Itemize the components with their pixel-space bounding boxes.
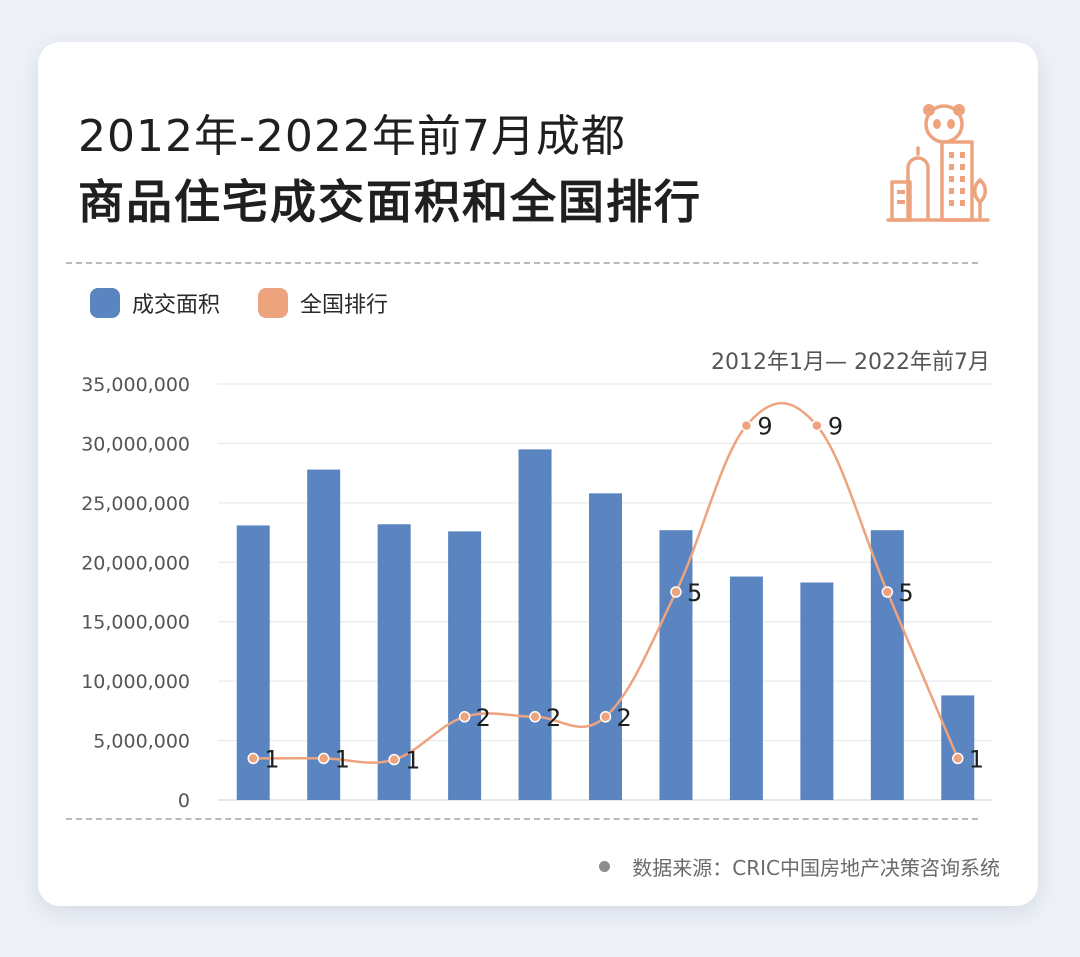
- rank-data-label: 5: [687, 579, 702, 607]
- rank-data-label: 9: [757, 413, 772, 441]
- bar: [659, 530, 693, 800]
- rank-point: [388, 753, 400, 766]
- rank-data-label: 1: [335, 745, 350, 773]
- legend: 成交面积 全国排行: [90, 287, 388, 319]
- panda-building-logo-icon: [886, 104, 990, 222]
- bar: [448, 531, 482, 800]
- date-range-label: 2012年1月— 2022年前7月: [711, 350, 990, 375]
- source-dot-icon: [599, 861, 611, 872]
- rank-data-label: 2: [476, 704, 491, 732]
- y-tick-label: 10,000,000: [81, 671, 190, 693]
- source-text: 数据来源：CRIC中国房地产决策咨询系统: [632, 856, 1000, 880]
- chart-card: 2012年-2022年前7月成都 商品住宅成交面积和全国排行: [38, 42, 1038, 906]
- bar: [518, 449, 552, 800]
- rank-point: [247, 752, 259, 765]
- chart-plot: 35,000,00030,000,00025,000,00020,000,000…: [81, 374, 993, 812]
- bar: [307, 469, 341, 800]
- rank-point: [740, 419, 753, 432]
- rank-point: [811, 419, 823, 432]
- rank-data-label: 2: [617, 704, 632, 732]
- legend-swatch-line: [258, 288, 289, 318]
- y-tick-label: 35,000,000: [81, 374, 190, 396]
- y-tick-label: 20,000,000: [81, 552, 190, 574]
- chart-title-line1: 2012年-2022年前7月成都: [78, 111, 626, 162]
- bottom-divider: [66, 818, 978, 820]
- rank-data-label: 1: [405, 747, 420, 775]
- bar: [941, 695, 975, 800]
- rank-data-label: 9: [828, 413, 843, 441]
- rank-point: [317, 752, 330, 765]
- y-tick-label: 0: [178, 790, 190, 812]
- rank-point: [458, 711, 471, 723]
- legend-item-bar: 成交面积: [90, 287, 220, 319]
- bar: [870, 530, 904, 800]
- y-tick-label: 5,000,000: [93, 731, 190, 753]
- legend-label-bar: 成交面积: [132, 293, 221, 318]
- bar: [800, 582, 834, 800]
- rank-point: [529, 711, 541, 723]
- legend-swatch-bar: [90, 288, 120, 318]
- legend-item-line: 全国排行: [258, 287, 388, 319]
- rank-data-label: 1: [969, 745, 984, 773]
- rank-point: [599, 711, 612, 723]
- source-note: 数据来源：CRIC中国房地产决策咨询系统: [599, 852, 1000, 881]
- rank-data-label: 2: [546, 704, 561, 732]
- y-tick-label: 30,000,000: [81, 433, 190, 455]
- top-divider: [66, 262, 978, 264]
- rank-point: [881, 586, 894, 598]
- chart-title-line2: 商品住宅成交面积和全国排行: [78, 175, 702, 229]
- bar: [729, 576, 763, 800]
- legend-label-line: 全国排行: [300, 293, 389, 318]
- rank-data-label: 5: [898, 579, 913, 607]
- rank-point: [952, 752, 964, 765]
- bar: [589, 493, 622, 800]
- y-tick-label: 15,000,000: [81, 612, 190, 634]
- rank-point: [670, 586, 682, 598]
- rank-data-label: 1: [264, 745, 279, 773]
- y-tick-label: 25,000,000: [81, 493, 190, 515]
